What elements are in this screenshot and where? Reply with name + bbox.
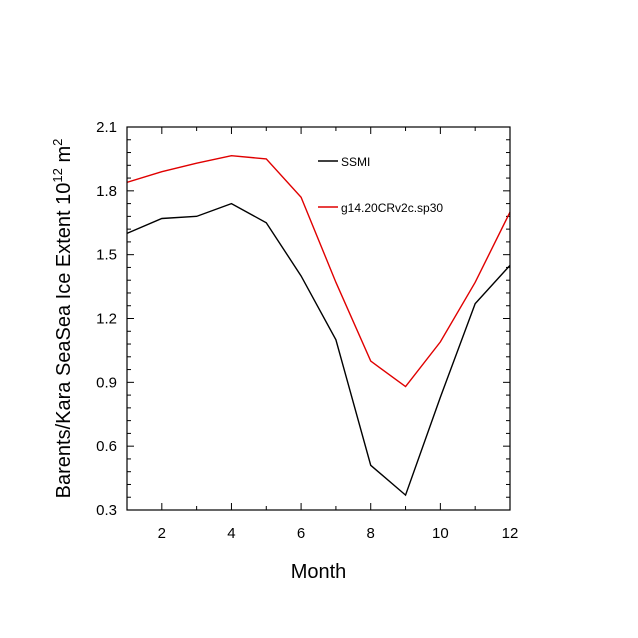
y-tick-label: 0.6 (96, 438, 117, 455)
series-line-2 (126, 155, 511, 388)
plot-frame (126, 126, 511, 511)
y-axis-label: Barents/Kara SeaSea Ice Extent 1012 m2 (50, 139, 75, 499)
x-tick-labels: 2 4 6 8 10 12 (158, 525, 519, 542)
series-line-1 (126, 202, 511, 497)
legend: SSMI g14.20CRv2c.sp30 (318, 155, 443, 215)
x-tick-label: 12 (502, 525, 519, 542)
y-axis-label-exponent: 12 (50, 168, 65, 182)
x-tick-label: 4 (227, 525, 235, 542)
y-tick-labels: 0.3 0.6 0.9 1.2 1.5 1.8 2.1 (96, 119, 117, 519)
y-tick-label: 0.3 (96, 502, 117, 519)
legend-label-1: SSMI (341, 155, 370, 169)
series-lines (126, 155, 511, 497)
y-tick-label: 1.8 (96, 183, 117, 200)
y-tick-label: 1.2 (96, 311, 117, 328)
legend-label-2: g14.20CRv2c.sp30 (341, 201, 443, 215)
x-tick-label: 6 (297, 525, 305, 542)
y-axis-label-main: Barents/Kara SeaSea Ice Extent 10 (53, 183, 75, 499)
y-tick-label: 1.5 (96, 247, 117, 264)
x-tick-label: 2 (158, 525, 166, 542)
x-axis-label: Month (291, 561, 347, 583)
y-tick-label: 2.1 (96, 119, 117, 136)
x-tick-label: 10 (432, 525, 449, 542)
y-tick-label: 0.9 (96, 374, 117, 391)
y-axis-label-unit: m (53, 146, 75, 168)
x-tick-label: 8 (367, 525, 375, 542)
y-axis-label-unit-exponent: 2 (50, 139, 65, 146)
